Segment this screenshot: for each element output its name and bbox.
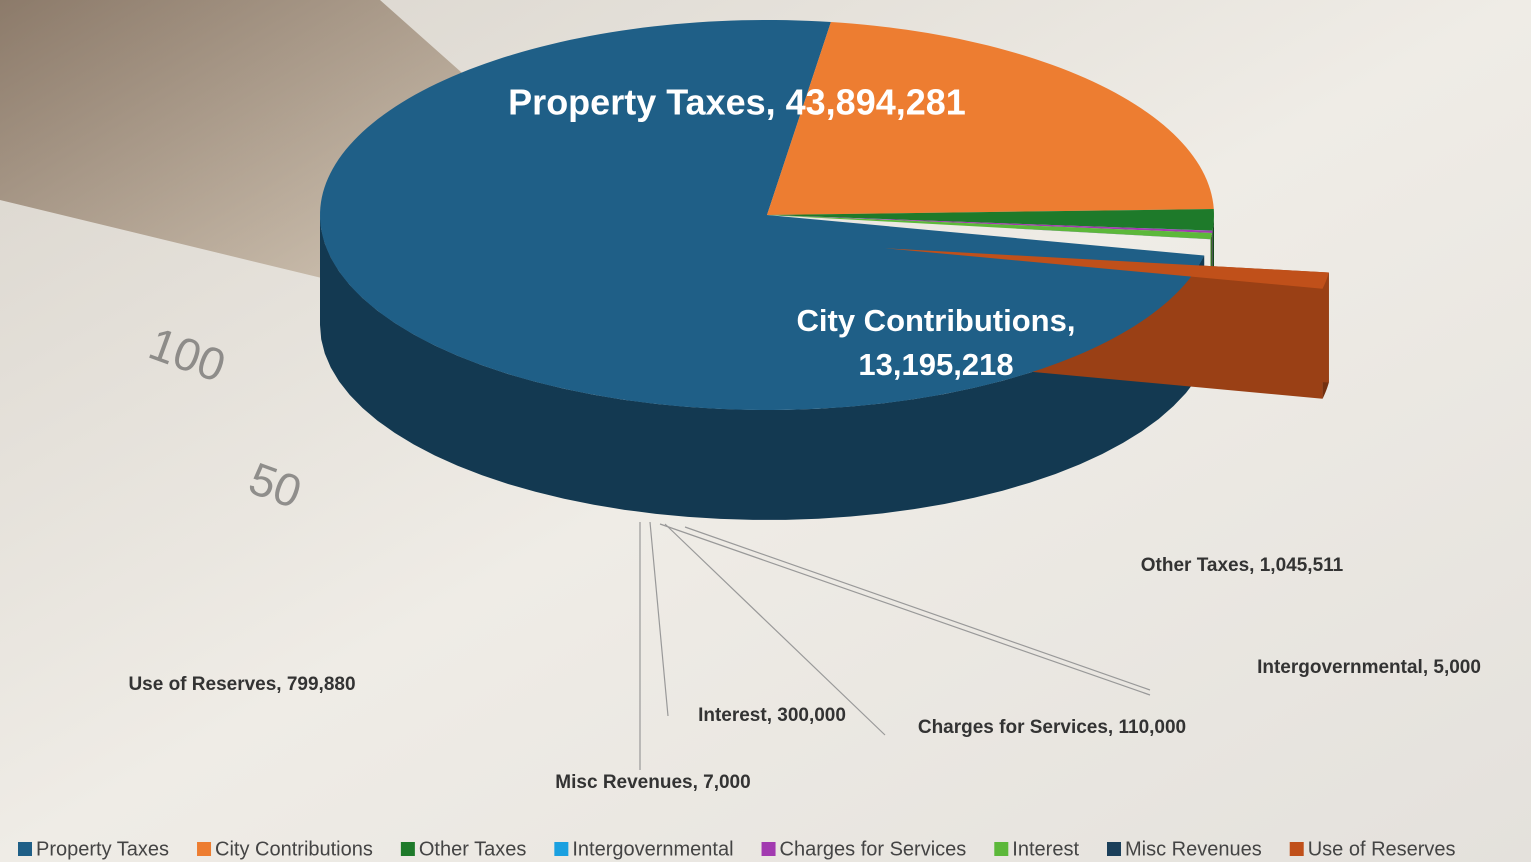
leader-line <box>659 523 1151 696</box>
data-label: Charges for Services, 110,000 <box>918 717 1186 738</box>
leader-line <box>664 523 886 736</box>
leader-line <box>684 526 1151 691</box>
legend-label: Property Taxes <box>36 838 169 860</box>
legend-label: Interest <box>1012 838 1079 860</box>
legend-swatch <box>554 842 569 856</box>
data-label: Intergovernmental, 5,000 <box>1257 657 1481 678</box>
slice <box>767 209 1214 231</box>
slice <box>767 215 1211 240</box>
legend-label: Use of Reserves <box>1308 838 1456 860</box>
slice <box>320 20 1205 410</box>
data-label: Other Taxes, 1,045,511 <box>1141 555 1344 576</box>
legend-swatch <box>1289 842 1304 856</box>
legend-swatch <box>197 842 212 856</box>
legend-swatch <box>994 842 1009 856</box>
slice <box>767 215 1213 231</box>
data-label-line: 13,195,218 <box>858 347 1013 382</box>
legend-swatch <box>400 842 415 856</box>
data-label: Use of Reserves, 799,880 <box>128 674 355 695</box>
slice <box>885 248 1329 289</box>
slice-side <box>320 215 1205 520</box>
legend-swatch <box>1107 842 1121 856</box>
slice <box>767 22 1214 215</box>
data-label: Interest, 300,000 <box>698 705 846 726</box>
data-label: Property Taxes, 43,894,281 <box>508 82 966 123</box>
legend-label: City Contributions <box>215 838 373 860</box>
leader-line <box>649 521 669 717</box>
legend-label: Intergovernmental <box>572 838 733 860</box>
legend-swatch <box>18 842 32 856</box>
legend-label: Misc Revenues <box>1125 838 1262 860</box>
legend-swatch <box>761 842 776 856</box>
slice <box>767 215 1213 233</box>
data-label: Misc Revenues, 7,000 <box>555 772 750 793</box>
data-label: City Contributions, 13,195,218 <box>797 303 1076 382</box>
legend-label: Charges for Services <box>780 838 967 860</box>
data-label-line: City Contributions, <box>797 303 1076 338</box>
legend-label: Other Taxes <box>419 838 526 860</box>
slice <box>767 215 1213 240</box>
